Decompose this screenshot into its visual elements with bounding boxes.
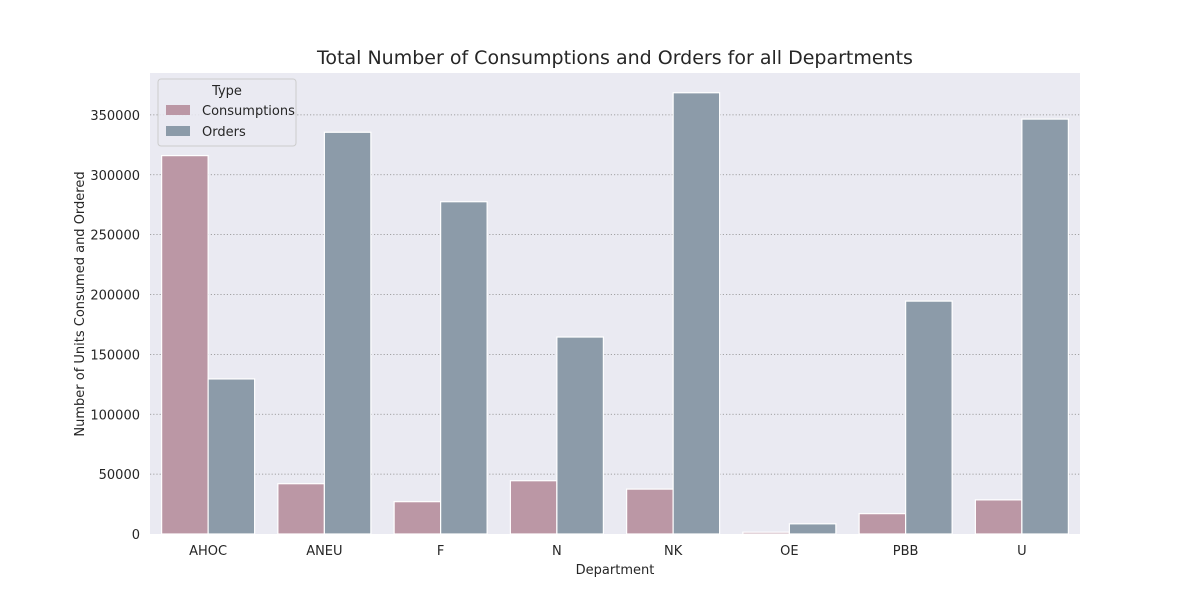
y-tick-label: 100000 [90, 408, 140, 423]
bar-orders-pbb [905, 300, 953, 535]
legend-label-consumptions: Consumptions [202, 104, 295, 119]
bar-orders-u [1021, 118, 1069, 535]
x-tick-label: OE [780, 544, 798, 559]
bar-consumptions-oe [742, 531, 790, 535]
y-tick-label: 150000 [90, 348, 140, 363]
legend-swatch-consumptions [166, 105, 190, 115]
y-tick-label: 350000 [90, 109, 140, 124]
bar-orders-ahoc [207, 378, 256, 535]
bar-consumptions-pbb [858, 513, 907, 535]
y-tick-label: 300000 [90, 169, 140, 184]
bar-consumptions-u [974, 499, 1023, 535]
x-axis-ticks: AHOC ANEU F N NK OE PBB U [189, 544, 1027, 559]
x-tick-label: NK [664, 544, 683, 559]
bar-orders-n [556, 336, 604, 535]
bars [161, 92, 1069, 535]
x-tick-label: N [552, 544, 562, 559]
x-tick-label: PBB [893, 544, 919, 559]
y-axis-label: Number of Units Consumed and Ordered [73, 171, 88, 436]
x-tick-label: AHOC [189, 544, 227, 559]
legend-label-orders: Orders [202, 125, 246, 140]
bar-orders-f [440, 201, 488, 535]
bar-consumptions-n [509, 480, 558, 535]
y-tick-label: 50000 [99, 468, 140, 483]
y-tick-label: 200000 [90, 289, 140, 304]
bar-consumptions-nk [626, 488, 674, 535]
bar-orders-aneu [323, 131, 372, 535]
y-tick-label: 250000 [90, 229, 140, 244]
legend-swatch-orders [166, 126, 190, 136]
bar-orders-nk [672, 92, 721, 535]
x-axis-label: Department [576, 563, 655, 578]
bar-consumptions-aneu [277, 483, 325, 535]
legend-box [157, 78, 297, 147]
chart-title: Total Number of Consumptions and Orders … [316, 47, 913, 69]
x-tick-label: U [1017, 544, 1027, 559]
legend: Type Consumptions Orders [157, 78, 297, 147]
bar-consumptions-ahoc [161, 155, 209, 535]
bar-consumptions-f [393, 501, 442, 535]
x-tick-label: ANEU [306, 544, 342, 559]
x-tick-label: F [437, 544, 444, 559]
y-tick-label: 0 [132, 528, 140, 543]
bar-orders-oe [788, 523, 837, 535]
legend-title: Type [211, 84, 242, 99]
y-axis-ticks: 0 50000 100000 150000 200000 250000 300000 3500… [90, 109, 140, 543]
